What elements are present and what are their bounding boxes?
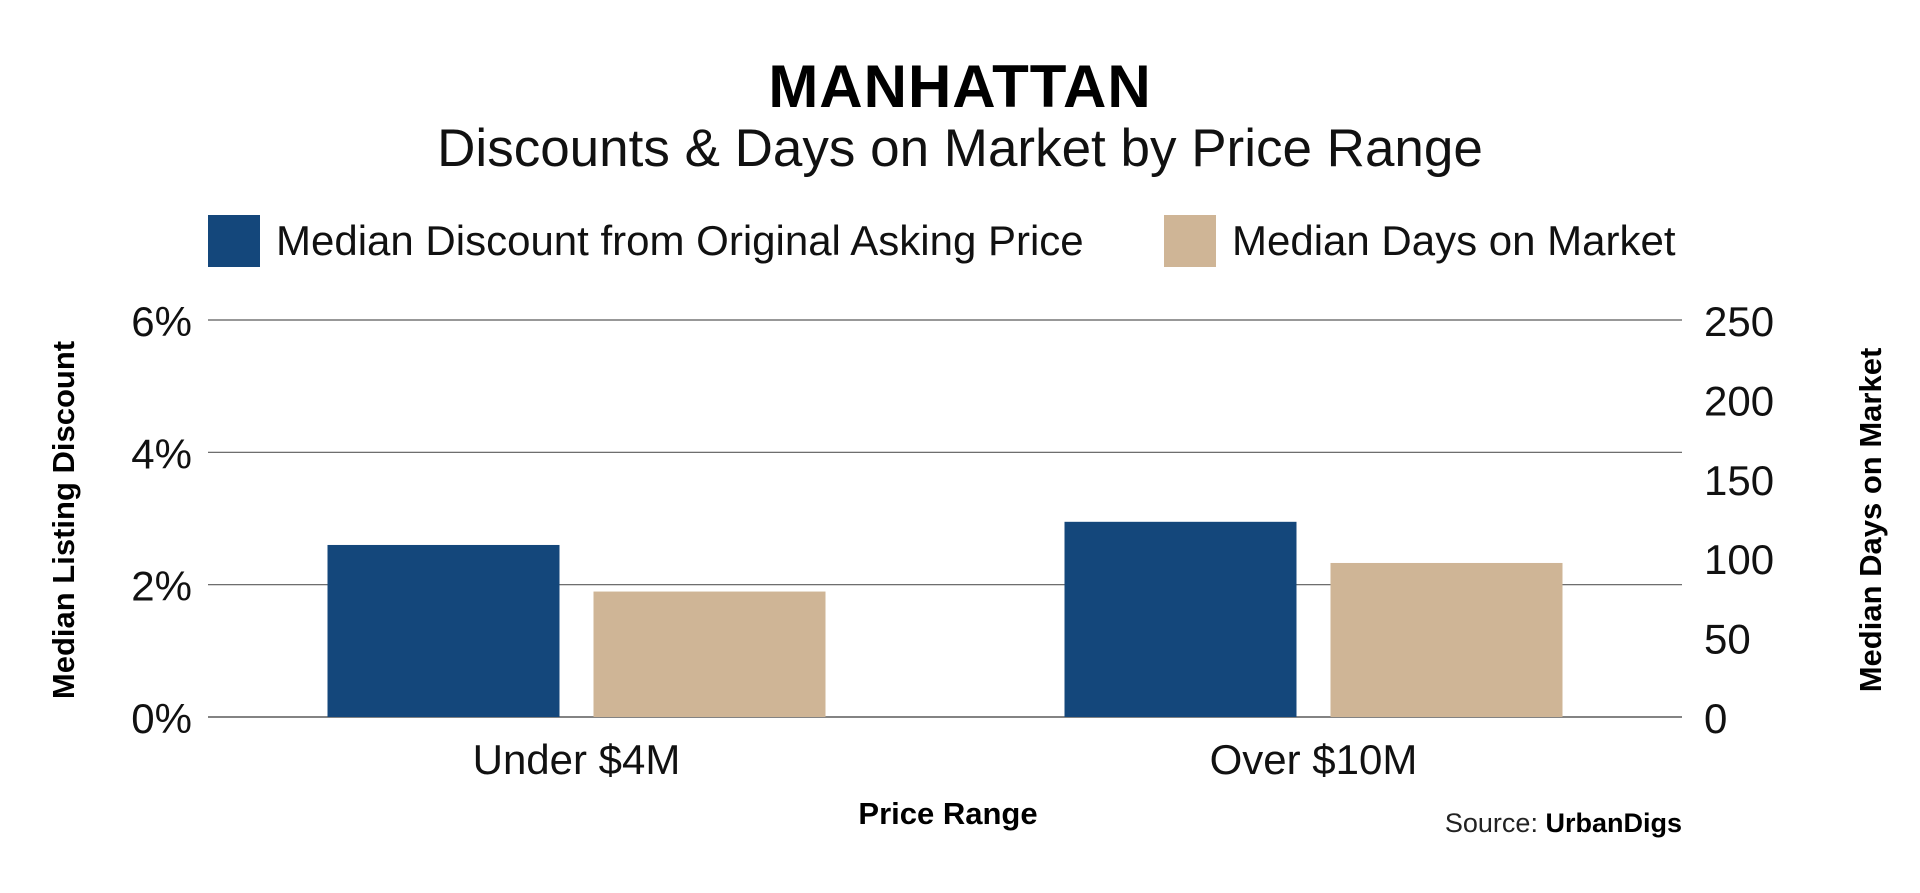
bar-discount [327, 544, 560, 717]
x-tick-label: Over $10M [1210, 736, 1418, 783]
y-tick-label-left: 4% [131, 430, 192, 477]
y-axis-title-left: Median Listing Discount [46, 340, 81, 700]
y-tick-label-right: 250 [1704, 298, 1774, 345]
y-axis-title-right: Median Days on Market [1853, 347, 1888, 693]
chart-title: MANHATTAN [768, 53, 1152, 120]
x-axis-title: Price Range [858, 796, 1038, 831]
chart-subtitle: Discounts & Days on Market by Price Rang… [437, 119, 1483, 178]
y-tick-label-right: 0 [1704, 695, 1727, 742]
y-tick-label-right: 150 [1704, 457, 1774, 504]
legend-label-discount: Median Discount from Original Asking Pri… [276, 217, 1084, 264]
x-tick-label: Under $4M [473, 736, 681, 783]
bar-days [1330, 562, 1563, 717]
legend-label-days: Median Days on Market [1232, 217, 1676, 264]
source-note: Source: UrbanDigs [1445, 808, 1682, 839]
y-tick-label-left: 6% [131, 298, 192, 345]
bar-days [593, 591, 826, 717]
source-prefix: Source: [1444, 808, 1538, 838]
y-tick-label-right: 200 [1704, 377, 1774, 424]
legend-item-days: Median Days on Market [1164, 214, 1676, 268]
source-name: UrbanDigs [1545, 808, 1682, 838]
y-tick-label-left: 0% [131, 695, 192, 742]
legend-swatch-days [1164, 215, 1216, 267]
y-tick-label-left: 2% [131, 563, 192, 610]
legend-item-discount: Median Discount from Original Asking Pri… [208, 214, 1084, 268]
legend-swatch-discount [208, 215, 260, 267]
y-tick-label-right: 100 [1704, 536, 1774, 583]
y-tick-label-right: 50 [1704, 616, 1751, 663]
bar-discount [1064, 521, 1297, 717]
